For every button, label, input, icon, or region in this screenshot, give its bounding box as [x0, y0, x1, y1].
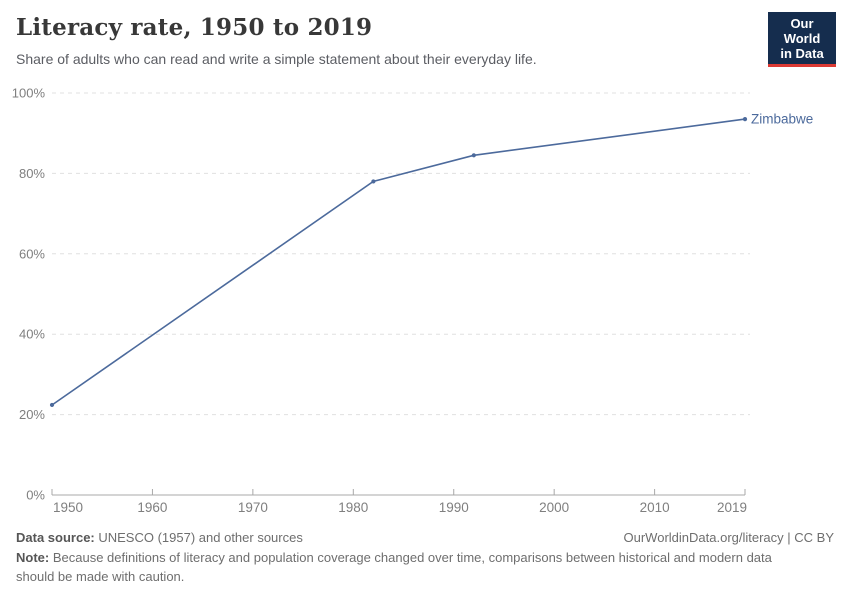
note-label: Note:: [16, 550, 50, 565]
note-text: Because definitions of literacy and popu…: [16, 550, 772, 584]
y-axis-tick-label: 80%: [19, 166, 45, 181]
y-axis-tick-label: 60%: [19, 246, 45, 261]
owid-logo-line1: Our World: [783, 16, 821, 46]
owid-url-link[interactable]: OurWorldinData.org/literacy | CC BY: [623, 530, 834, 545]
data-source-label: Data source:: [16, 530, 95, 545]
chart-header: Literacy rate, 1950 to 2019 Share of adu…: [16, 14, 756, 67]
y-axis-tick-label: 40%: [19, 327, 45, 342]
chart-title: Literacy rate, 1950 to 2019: [16, 14, 373, 41]
series-line-zimbabwe[interactable]: [51, 118, 746, 406]
owid-logo[interactable]: Our World in Data: [768, 12, 836, 67]
y-axis-tick-label: 0%: [26, 488, 45, 503]
data-source-text: UNESCO (1957) and other sources: [94, 530, 303, 545]
x-axis-tick-label: 2019: [717, 500, 747, 515]
y-axis-tick-label: 100%: [12, 86, 46, 101]
x-axis-tick-label: 1960: [137, 500, 167, 515]
data-point[interactable]: [742, 117, 748, 122]
x-axis-tick-label: 2010: [640, 500, 670, 515]
series-end-label[interactable]: Zimbabwe: [751, 112, 813, 127]
y-axis-tick-label: 20%: [19, 407, 45, 422]
x-axis-tick-label: 1990: [439, 500, 469, 515]
x-axis-tick-label: 1950: [53, 500, 83, 515]
data-point[interactable]: [471, 153, 476, 158]
chart-note: Note: Because definitions of literacy an…: [16, 548, 811, 586]
data-point[interactable]: [371, 179, 376, 184]
x-axis-tick-label: 2000: [539, 500, 569, 515]
data-point[interactable]: [49, 402, 55, 408]
owid-logo-line2: in Data: [780, 46, 824, 61]
chart-subtitle: Share of adults who can read and write a…: [16, 51, 537, 67]
chart-footer: Data source: UNESCO (1957) and other sou…: [16, 528, 834, 586]
x-axis-tick-label: 1970: [238, 500, 268, 515]
x-axis-tick-label: 1980: [338, 500, 368, 515]
line-chart[interactable]: 0% 20% 40% 60% 80% 100% 1950 1960 1970 1980 1990 20…: [0, 80, 850, 520]
data-source: Data source: UNESCO (1957) and other sou…: [16, 528, 303, 547]
